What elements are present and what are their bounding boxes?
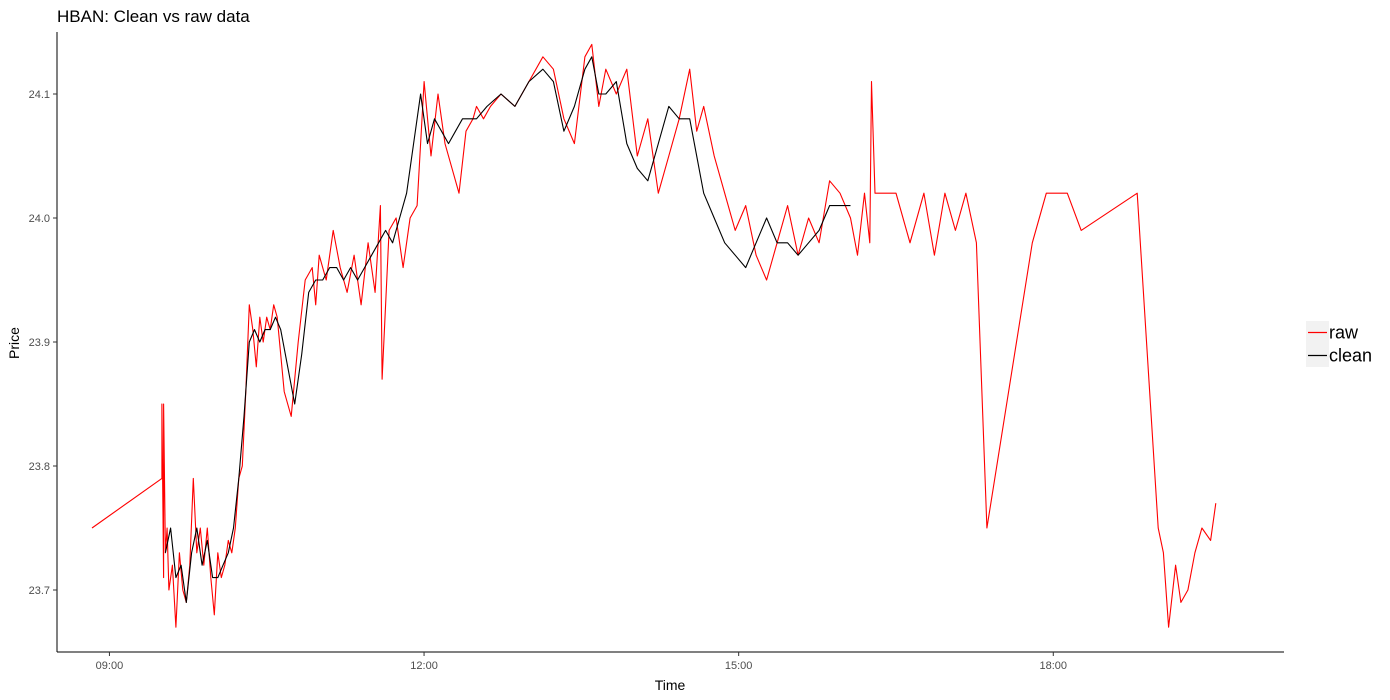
x-tick-label: 09:00 xyxy=(96,660,124,672)
y-tick-label: 24.0 xyxy=(29,213,50,225)
x-axis-ticks: 09:00 12:00 15:00 18:00 xyxy=(96,652,1067,672)
series-line-raw xyxy=(91,43,1217,628)
series-line-clean xyxy=(164,56,851,603)
plot-area: 23.7 23.8 23.9 24.0 24.1 09:00 12:00 15:00 18:0… xyxy=(29,32,1284,672)
legend-label-clean: clean xyxy=(1329,346,1372,366)
y-axis-ticks: 23.7 23.8 23.9 24.0 24.1 xyxy=(29,89,57,597)
y-tick-label: 23.8 xyxy=(29,461,50,473)
x-tick-label: 15:00 xyxy=(725,660,753,672)
series-layer xyxy=(91,43,1217,628)
y-tick-label: 23.7 xyxy=(29,585,50,597)
chart-title: HBAN: Clean vs raw data xyxy=(57,7,250,26)
y-tick-label: 23.9 xyxy=(29,337,50,349)
y-axis-title: Price xyxy=(6,327,22,359)
x-tick-label: 12:00 xyxy=(410,660,438,672)
x-axis-title: Time xyxy=(655,677,686,693)
x-tick-label: 18:00 xyxy=(1040,660,1068,672)
legend-label-raw: raw xyxy=(1329,323,1359,343)
y-tick-label: 24.1 xyxy=(29,89,50,101)
legend: raw clean xyxy=(1306,321,1372,367)
